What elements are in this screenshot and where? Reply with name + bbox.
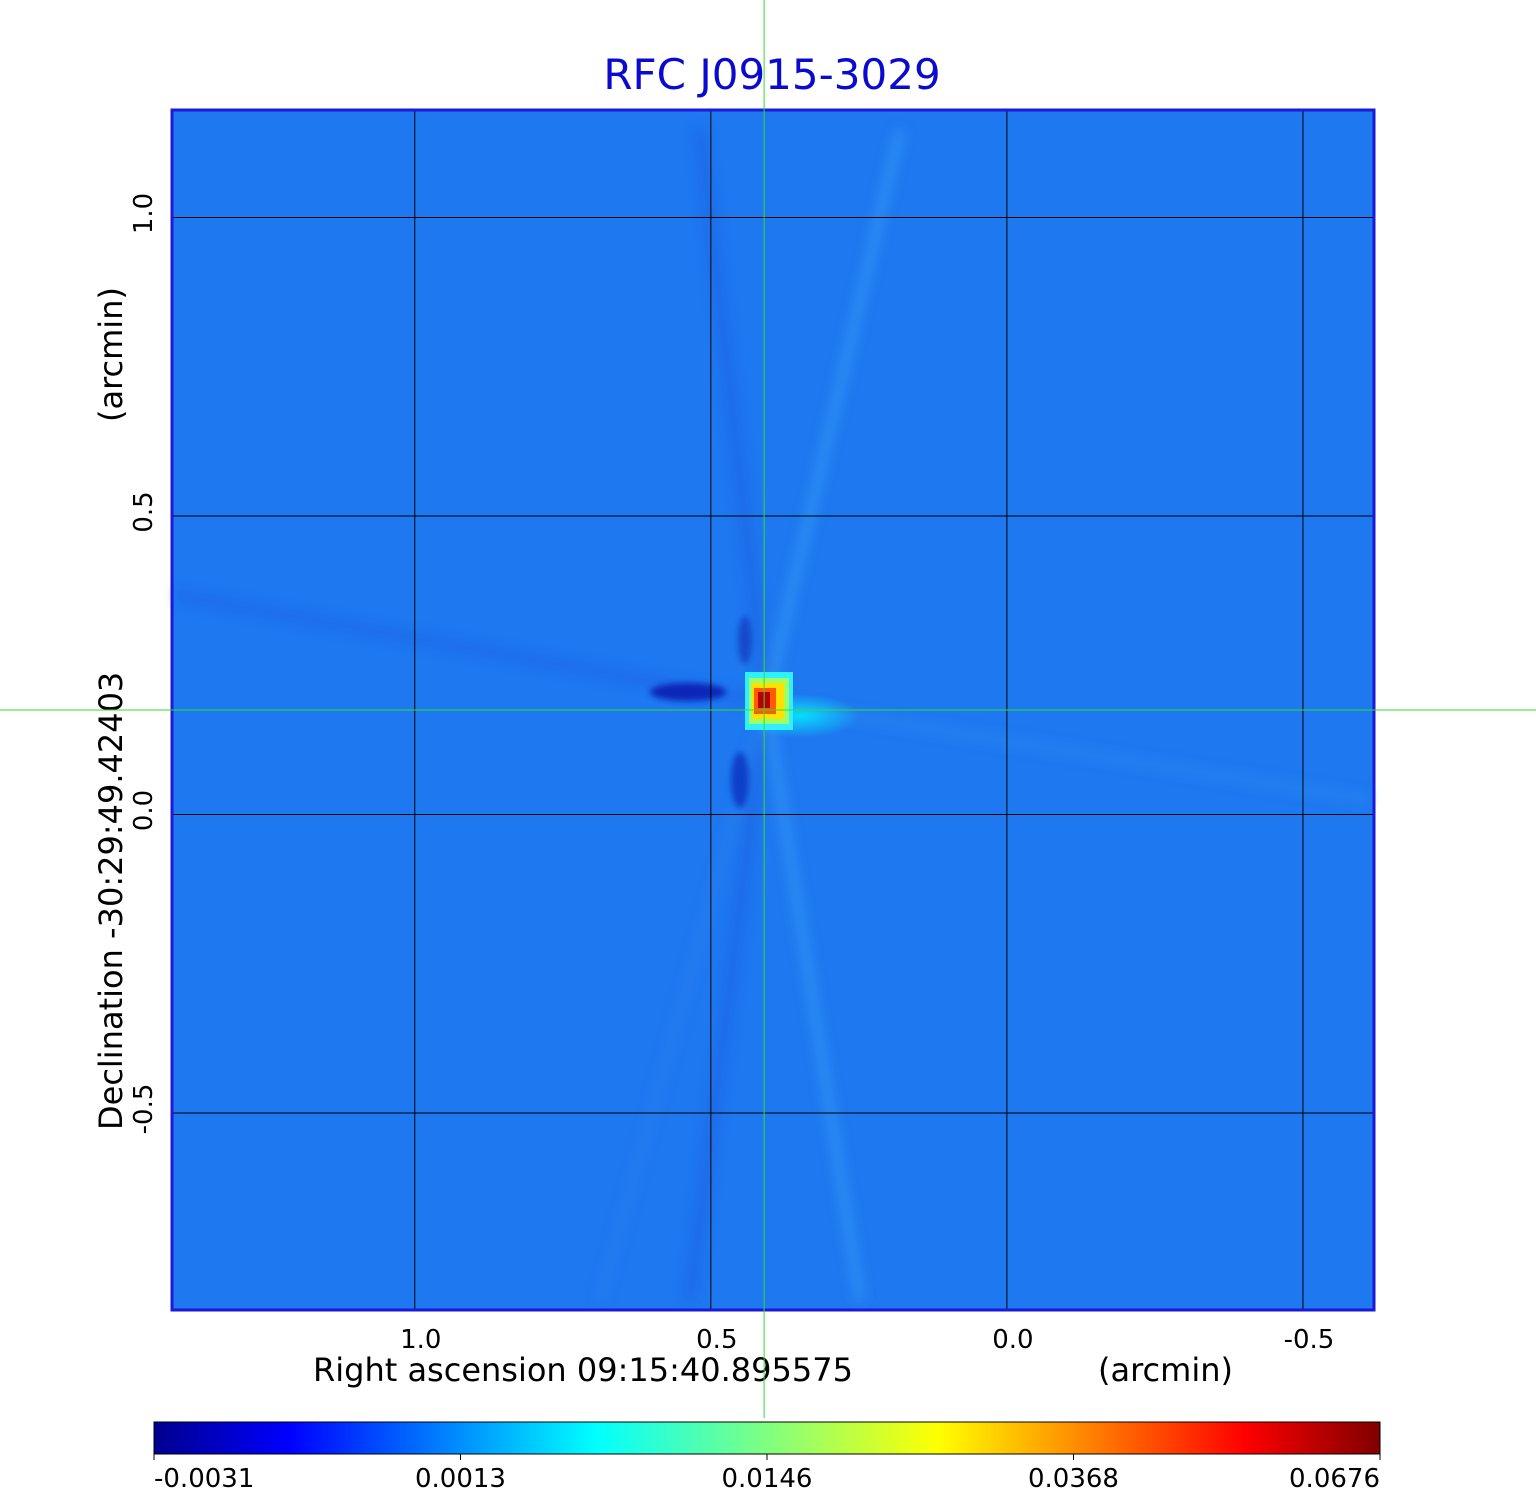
x-tick-labels: 1.0 0.5 0.0 -0.5 <box>400 1325 1334 1355</box>
sidelobe-streaks <box>174 128 1371 1302</box>
colorbar-tick-label: 0.0013 <box>415 1464 506 1494</box>
x-tick-label: -0.5 <box>1284 1325 1335 1355</box>
x-axis-label: Right ascension 09:15:40.895575 <box>313 1351 853 1389</box>
colorbar <box>153 1421 1381 1455</box>
negative-lobes <box>650 616 752 808</box>
colorbar-tick-label: 0.0676 <box>1289 1464 1380 1494</box>
x-axis-unit: (arcmin) <box>1098 1351 1233 1389</box>
y-tick-labels: 1.0 0.5 0.0 -0.5 <box>129 193 159 1135</box>
colorbar-tick-label: -0.0031 <box>154 1464 254 1494</box>
y-axis-unit: (arcmin) <box>92 287 130 422</box>
chart-title: RFC J0915-3029 <box>603 50 940 99</box>
peak-pixels <box>745 672 793 730</box>
y-tick-label: -0.5 <box>129 1084 159 1135</box>
colorbar-tick-label: 0.0368 <box>1028 1464 1119 1494</box>
y-tick-label: 1.0 <box>129 193 159 234</box>
x-tick-label: 1.0 <box>400 1325 441 1355</box>
colorbar-tick-labels: -0.0031 0.0013 0.0146 0.0368 0.0676 <box>153 1454 1381 1494</box>
colorbar-tick-label: 0.0146 <box>722 1464 813 1494</box>
x-tick-label: 0.5 <box>696 1325 737 1355</box>
x-tick-label: 0.0 <box>992 1325 1033 1355</box>
y-axis-label: Declination -30:29:49.42403 <box>92 672 130 1130</box>
y-tick-label: 0.5 <box>129 491 159 532</box>
y-tick-label: 0.0 <box>129 790 159 831</box>
